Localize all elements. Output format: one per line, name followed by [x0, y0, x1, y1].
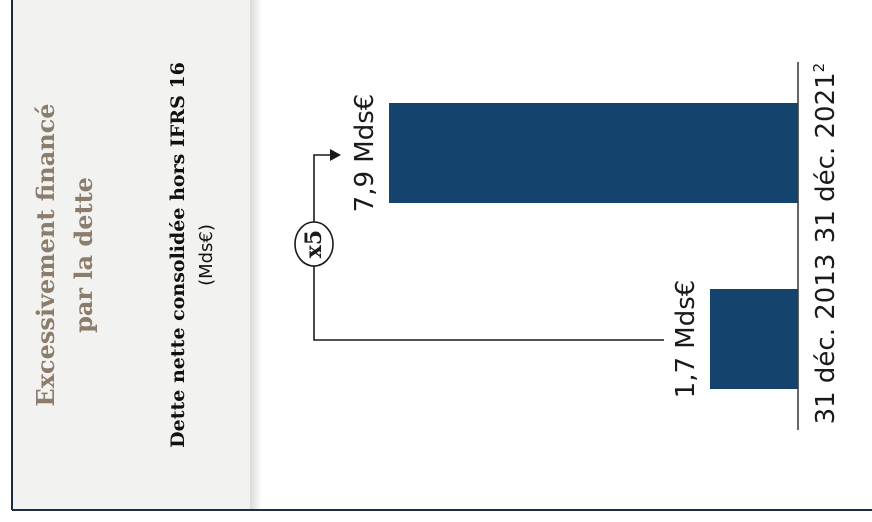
bar-2021 [389, 103, 798, 203]
panel-heading-line-2: par la dette [69, 177, 98, 333]
title-panel [12, 0, 250, 510]
category-label-2021: 31 déc. 20212 [810, 63, 841, 243]
category-label-2013: 31 déc. 2013 [811, 254, 841, 425]
panel-shadow [250, 0, 262, 510]
multiplier-arrowhead [330, 149, 341, 161]
multiplier-badge [294, 221, 334, 267]
multiplier-label: x5 [301, 230, 327, 258]
panel-heading-line-1: Excessivement financé [31, 103, 60, 406]
bar-2013 [709, 289, 798, 389]
chart-title: Dette nette consolidée hors IFRS 16 [167, 62, 189, 448]
value-label-2013: 1,7 Mds€ [671, 280, 701, 399]
chart-unit: (Mds€) [196, 224, 217, 286]
value-label-2021: 7,9 Mds€ [350, 94, 380, 213]
